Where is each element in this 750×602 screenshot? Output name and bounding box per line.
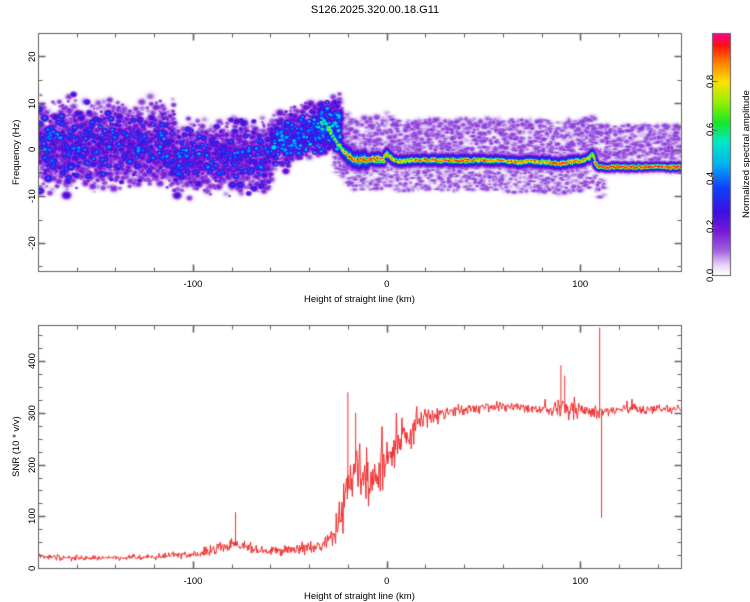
spectrogram-x-tick-0: -100 — [183, 279, 203, 290]
spectrogram-x-tick-1: 0 — [384, 279, 390, 290]
snr-x-axis-label: Height of straight line (km) — [304, 591, 415, 602]
snr-y-tick-4: 400 — [27, 353, 38, 370]
spectrogram-y-tick-3: 10 — [27, 97, 38, 109]
colorbar-tick-0: 0.0 — [705, 268, 716, 282]
spectrogram-y-axis-label: Frequency (Hz) — [11, 119, 22, 185]
spectrogram-y-tick-0: -20 — [27, 236, 38, 250]
snr-x-tick-2: 100 — [572, 576, 589, 587]
snr-y-tick-3: 300 — [27, 405, 38, 421]
colorbar-tick-4: 0.8 — [705, 74, 716, 88]
snr-y-tick-2: 200 — [27, 456, 38, 473]
colorbar-label: Normalized spectral amplitude — [741, 90, 750, 218]
page-title: S126.2025.320.00.18.G11 — [310, 4, 440, 16]
spectrogram-x-axis-label: Height of straight line (km) — [304, 294, 415, 305]
spectrogram-y-tick-4: 20 — [27, 51, 38, 62]
colorbar-tick-2: 0.4 — [705, 171, 716, 185]
colorbar-tick-1: 0.2 — [705, 219, 716, 234]
spectrogram-y-tick-1: -10 — [27, 189, 38, 204]
spectrogram-y-tick-2: 0 — [27, 146, 38, 153]
spectrogram-x-tick-2: 100 — [572, 279, 589, 290]
snr-y-axis-label: SNR (10 * v/v) — [11, 416, 22, 477]
snr-x-tick-1: 0 — [384, 576, 390, 587]
snr-y-tick-0: 0 — [27, 565, 38, 571]
colorbar-tick-3: 0.6 — [705, 123, 716, 137]
snr-y-tick-1: 100 — [27, 508, 38, 525]
snr-x-tick-0: -100 — [183, 576, 203, 587]
